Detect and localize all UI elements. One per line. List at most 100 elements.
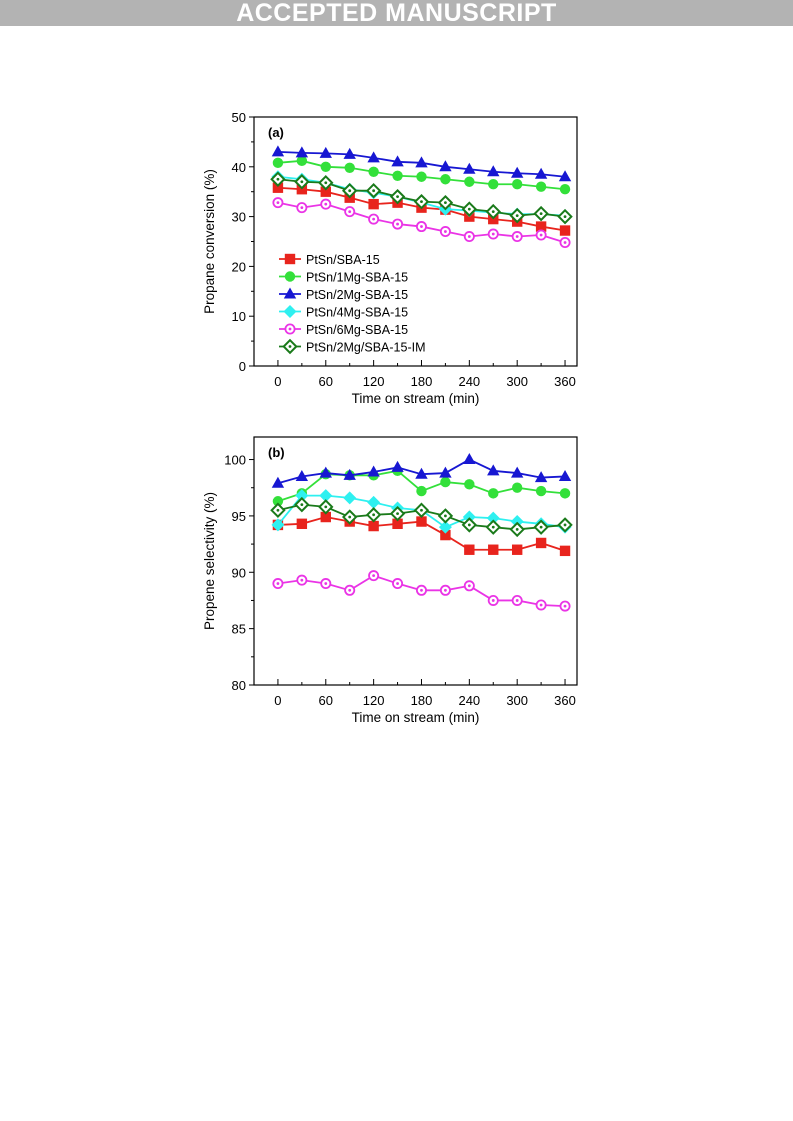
data-point-ptsn-2mg-sba-15-im-360-dot — [563, 215, 567, 219]
data-point-ptsn-6mg-sba-15-150-dot — [396, 582, 399, 585]
data-point-ptsn-6mg-sba-15-330-dot — [539, 603, 543, 607]
legend-label: PtSn/6Mg-SBA-15 — [306, 323, 408, 337]
data-point-ptsn-1mg-sba-15-300 — [511, 482, 523, 493]
data-point-ptsn-6mg-sba-15-60 — [320, 198, 332, 210]
data-point-ptsn-sba-15-120 — [368, 198, 379, 210]
y-tick-label-0: 0 — [239, 359, 246, 374]
data-point-ptsn-sba-15-240 — [464, 544, 475, 555]
data-point-ptsn-2mg-sba-15-300 — [510, 466, 524, 478]
x-tick-label-240: 240 — [458, 693, 480, 708]
data-point-ptsn-6mg-sba-15-270-dot — [491, 599, 495, 602]
data-point-ptsn-2mg-sba-15-im-270-dot — [491, 525, 495, 529]
data-point-ptsn-6mg-sba-15-360 — [559, 600, 571, 612]
data-point-ptsn-sba-15-60 — [320, 186, 331, 197]
data-point-ptsn-4mg-sba-15-120 — [367, 495, 381, 509]
data-point-ptsn-6mg-sba-15-90 — [344, 206, 356, 218]
data-point-ptsn-6mg-sba-15-30 — [296, 202, 308, 214]
legend-marker-dot — [288, 345, 292, 348]
data-point-ptsn-2mg-sba-15-im-60-dot — [324, 505, 328, 509]
manuscript-banner: ACCEPTED MANUSCRIPT — [0, 0, 793, 27]
data-point-ptsn-2mg-sba-15-im-240-dot — [467, 207, 471, 211]
data-point-ptsn-6mg-sba-15-120-dot — [372, 217, 376, 221]
data-point-ptsn-6mg-sba-15-90-dot — [348, 588, 352, 592]
data-point-ptsn-2mg-sba-15-0 — [271, 145, 285, 157]
data-point-ptsn-2mg-sba-15-im-0-dot — [276, 177, 280, 181]
panel-label: (a) — [268, 125, 284, 140]
data-point-ptsn-1mg-sba-15-180 — [416, 485, 427, 497]
x-axis-title: Time on stream (min) — [352, 710, 480, 725]
data-point-ptsn-sba-15-60 — [320, 511, 331, 523]
y-tick-label-50: 50 — [232, 110, 246, 125]
data-point-ptsn-1mg-sba-15-360 — [559, 488, 571, 499]
data-point-ptsn-2mg-sba-15-im-240-dot — [467, 523, 471, 527]
data-point-ptsn-2mg-sba-15-0 — [271, 476, 285, 488]
data-point-ptsn-2mg-sba-15-330 — [534, 471, 548, 483]
data-point-ptsn-6mg-sba-15-300-dot — [515, 235, 519, 238]
data-point-ptsn-2mg-sba-15-270 — [487, 464, 500, 476]
data-point-ptsn-2mg-sba-15-330 — [534, 167, 548, 179]
y-tick-label-20: 20 — [232, 259, 246, 274]
data-point-ptsn-6mg-sba-15-90 — [344, 584, 356, 596]
data-point-ptsn-6mg-sba-15-240-dot — [467, 584, 471, 588]
data-point-ptsn-2mg-sba-15-im-90 — [341, 182, 358, 199]
legend-item-ptsn-1mg-sba-15: PtSn/1Mg-SBA-15 — [279, 271, 408, 285]
data-point-ptsn-6mg-sba-15-60-dot — [324, 582, 328, 585]
data-point-ptsn-6mg-sba-15-270-dot — [491, 232, 495, 236]
data-point-ptsn-2mg-sba-15-im-300 — [509, 207, 525, 224]
data-point-ptsn-4mg-sba-15-210 — [438, 520, 452, 534]
data-point-ptsn-2mg-sba-15-im-210 — [437, 508, 454, 524]
data-point-ptsn-6mg-sba-15-120 — [368, 570, 380, 582]
y-tick-label-10: 10 — [232, 309, 246, 324]
legend-marker — [284, 271, 296, 282]
data-point-ptsn-2mg-sba-15-30 — [295, 146, 309, 158]
x-tick-label-120: 120 — [363, 374, 385, 389]
data-point-ptsn-sba-15-360 — [559, 545, 571, 557]
data-point-ptsn-6mg-sba-15-330 — [535, 599, 547, 611]
x-tick-label-240: 240 — [458, 374, 480, 389]
x-tick-label-60: 60 — [319, 374, 333, 389]
data-point-ptsn-2mg-sba-15-240 — [463, 162, 476, 174]
data-point-ptsn-2mg-sba-15-180 — [415, 467, 428, 479]
data-point-ptsn-2mg-sba-15-im-210 — [437, 194, 454, 211]
data-point-ptsn-6mg-sba-15-270 — [487, 594, 499, 606]
data-point-ptsn-2mg-sba-15-60 — [319, 146, 332, 158]
data-point-ptsn-2mg-sba-15-im-180-dot — [420, 200, 423, 204]
data-point-ptsn-2mg-sba-15-im-300-dot — [515, 528, 519, 531]
y-tick-label-80: 80 — [232, 678, 246, 693]
data-point-ptsn-1mg-sba-15-240 — [464, 176, 475, 187]
data-point-ptsn-sba-15-120 — [368, 520, 379, 532]
data-point-ptsn-sba-15-330 — [535, 537, 547, 549]
data-point-ptsn-4mg-sba-15-30 — [295, 489, 309, 503]
data-point-ptsn-sba-15-330 — [535, 221, 547, 232]
data-point-ptsn-2mg-sba-15-30 — [295, 469, 309, 481]
data-point-ptsn-2mg-sba-15-im-360 — [557, 208, 573, 225]
legend-item-ptsn-6mg-sba-15: PtSn/6Mg-SBA-15 — [279, 323, 408, 337]
legend: PtSn/SBA-15 PtSn/1Mg-SBA-15 PtSn/2Mg-SBA-1… — [279, 253, 426, 355]
data-point-ptsn-2mg-sba-15-im-150 — [389, 188, 406, 205]
x-tick-label-360: 360 — [554, 693, 576, 708]
x-axis-title: Time on stream (min) — [352, 391, 480, 406]
data-point-ptsn-2mg-sba-15-im-0 — [270, 502, 286, 518]
data-point-ptsn-2mg-sba-15-360 — [558, 469, 572, 481]
x-tick-label-0: 0 — [274, 374, 281, 389]
data-point-ptsn-2mg-sba-15-im-360-dot — [563, 523, 567, 527]
data-point-ptsn-6mg-sba-15-60 — [320, 578, 332, 590]
series-ptsn-2mg-sba-15 — [271, 145, 572, 182]
data-point-ptsn-2mg-sba-15-im-330-dot — [539, 212, 543, 216]
y-tick-label-95: 95 — [232, 509, 246, 524]
x-tick-label-180: 180 — [411, 693, 433, 708]
legend-item-ptsn-2mg-sba-15-im: PtSn/2Mg/SBA-15-IM — [279, 338, 426, 355]
data-point-ptsn-sba-15-300 — [511, 544, 523, 555]
data-point-ptsn-6mg-sba-15-360-dot — [563, 241, 567, 244]
data-point-ptsn-6mg-sba-15-330 — [535, 229, 547, 241]
data-point-ptsn-6mg-sba-15-240 — [463, 231, 475, 243]
data-point-ptsn-2mg-sba-15-im-150-dot — [396, 512, 399, 516]
data-point-ptsn-6mg-sba-15-210-dot — [444, 588, 447, 592]
data-point-ptsn-1mg-sba-15-180 — [416, 171, 427, 182]
data-point-ptsn-6mg-sba-15-240 — [463, 580, 475, 592]
legend-label: PtSn/2Mg/SBA-15-IM — [306, 341, 426, 355]
data-point-ptsn-6mg-sba-15-180 — [415, 584, 427, 596]
series-ptsn-2mg-sba-15-im — [270, 496, 573, 538]
data-point-ptsn-2mg-sba-15-im-120-dot — [372, 513, 376, 517]
legend-marker-dot — [288, 327, 292, 331]
